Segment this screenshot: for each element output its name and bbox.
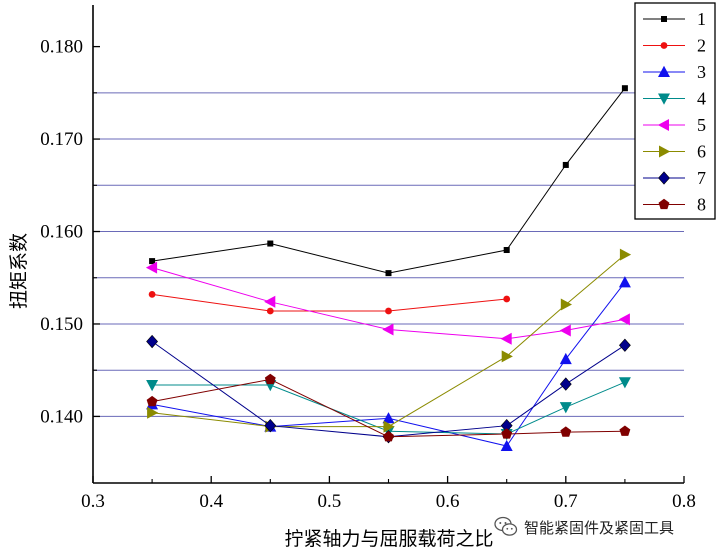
data-point: [383, 431, 394, 442]
y-tick-label: 0.150: [40, 314, 83, 335]
data-point: [562, 161, 569, 168]
series-line: [152, 293, 507, 312]
data-point: [267, 240, 274, 247]
legend-label: 2: [697, 36, 706, 56]
data-point: [618, 377, 631, 389]
legend-label: 1: [697, 9, 706, 29]
data-point: [560, 298, 572, 311]
data-point: [503, 295, 511, 303]
watermark-text: 智能紧固件及紧固工具: [524, 518, 675, 537]
legend-marker: [658, 65, 670, 77]
data-point: [382, 412, 395, 424]
data-point: [149, 258, 156, 265]
legend-label: 8: [697, 195, 706, 215]
data-point: [146, 395, 158, 407]
legend-item: 8: [643, 195, 706, 215]
series-layer: [145, 85, 632, 452]
x-tick-label: 0.4: [199, 491, 223, 512]
y-tick-label: 0.170: [40, 129, 83, 150]
legend-item: 5: [643, 115, 706, 135]
series-line: [152, 378, 625, 438]
data-point: [501, 350, 513, 363]
legend-label: 6: [697, 142, 706, 162]
data-point: [618, 276, 631, 288]
legend-marker: [660, 42, 668, 49]
axes: 0.3 0.4 0.5 0.6 0.7 0.8 0.140 0.150 0.160 0.170 0.…: [40, 5, 696, 512]
grid-lines: [93, 92, 684, 417]
data-point: [264, 419, 277, 433]
data-point: [382, 323, 394, 336]
legend-item: 4: [643, 89, 706, 109]
y-tick-label: 0.140: [40, 406, 83, 427]
data-point: [500, 439, 513, 452]
data-point: [148, 290, 156, 298]
data-point: [385, 270, 392, 277]
x-tick-label: 0.3: [81, 491, 105, 512]
wechat-icon: [494, 516, 518, 536]
series-8: [146, 373, 631, 442]
series-2: [148, 290, 511, 315]
series-line: [151, 267, 625, 340]
x-tick-label: 0.7: [554, 491, 578, 512]
data-point: [264, 373, 276, 385]
x-tick-label: 0.8: [672, 491, 696, 512]
series-line: [152, 87, 626, 274]
data-point: [266, 307, 274, 315]
data-point: [146, 334, 159, 349]
data-point: [500, 332, 512, 345]
data-point: [559, 352, 572, 365]
data-point: [503, 247, 510, 254]
legend-marker: [658, 171, 670, 185]
data-point: [383, 420, 395, 433]
series-line: [151, 341, 626, 438]
series-5: [145, 261, 630, 345]
data-point: [619, 248, 632, 261]
data-point: [618, 338, 631, 352]
data-point: [559, 402, 572, 414]
data-point: [619, 425, 631, 436]
data-point: [559, 377, 572, 391]
legend: 1 2 3 4 5 6 7 8: [634, 2, 716, 220]
data-point: [501, 428, 513, 439]
data-point: [147, 406, 159, 419]
legend-marker: [658, 93, 670, 105]
data-point: [560, 426, 572, 437]
data-point: [621, 85, 628, 92]
x-tick-label: 0.5: [318, 491, 342, 512]
series-line: [152, 381, 626, 435]
series-6: [147, 248, 632, 433]
y-tick-label: 0.160: [40, 222, 83, 243]
legend-label: 3: [697, 62, 706, 82]
data-point: [559, 324, 571, 337]
legend-label: 5: [697, 115, 706, 135]
x-tick-label: 0.6: [436, 491, 460, 512]
legend-item: 6: [643, 142, 706, 162]
data-point: [385, 307, 392, 315]
data-point: [264, 295, 276, 308]
watermark: 智能紧固件及紧固工具: [494, 512, 674, 542]
y-tick-label: 0.180: [40, 37, 83, 58]
legend-item: 3: [643, 62, 706, 82]
data-point: [145, 261, 158, 274]
legend-item: 1: [643, 9, 706, 29]
x-axis-title: 拧紧轴力与屈服载荷之比: [284, 528, 493, 550]
legend-item: 7: [643, 168, 706, 188]
legend-marker: [658, 198, 670, 210]
legend-label: 7: [697, 168, 706, 188]
series-1: [149, 85, 628, 277]
legend-box: [634, 2, 716, 220]
legend-marker: [657, 119, 669, 131]
legend-item: 2: [643, 36, 706, 56]
data-point: [618, 313, 630, 326]
legend-marker: [661, 16, 667, 22]
legend-marker: [659, 145, 671, 158]
data-point: [146, 379, 159, 392]
legend-label: 4: [697, 89, 706, 109]
y-axis-title: 扭矩系数: [8, 233, 30, 309]
series-line: [152, 254, 626, 428]
